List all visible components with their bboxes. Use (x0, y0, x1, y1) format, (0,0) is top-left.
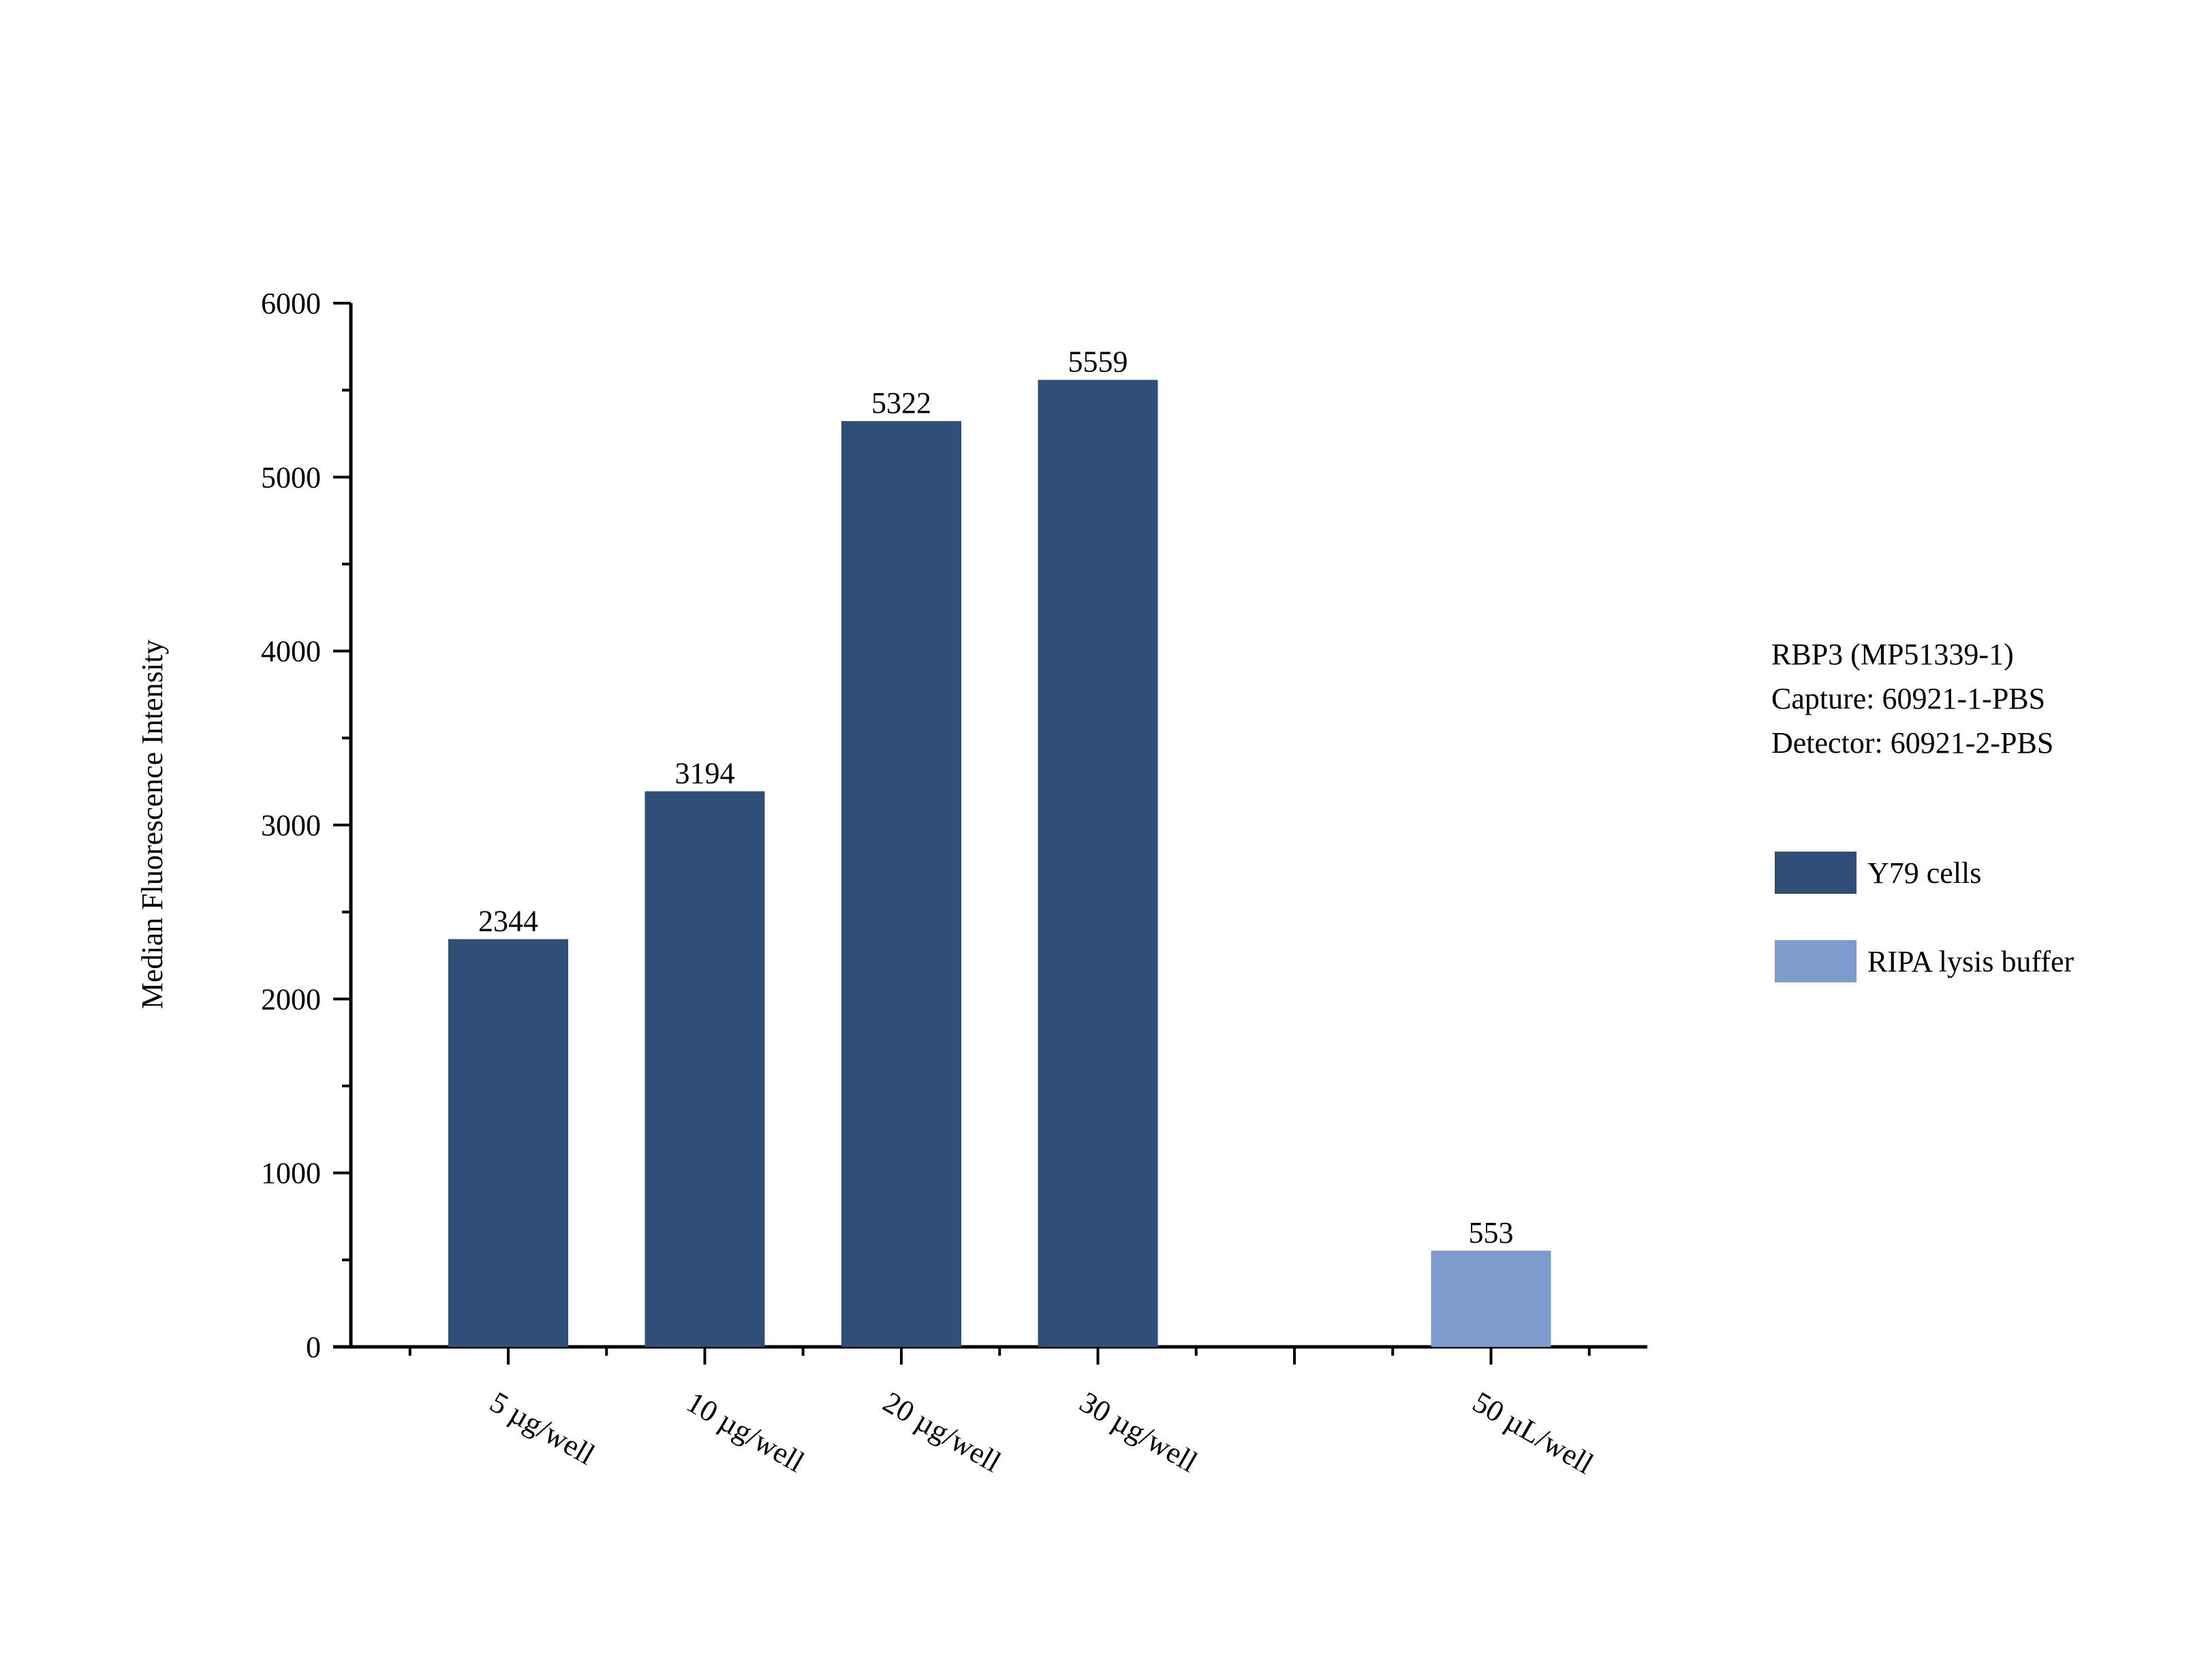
bars (448, 379, 1551, 1348)
x-tick-label: 30 µg/well (1074, 1385, 1203, 1479)
legend-swatch (1775, 940, 1856, 982)
info-capture: Capture: 60921-1-PBS (1771, 682, 2045, 715)
y-tick-label: 4000 (261, 635, 321, 668)
info-block: RBP3 (MP51339-1) Capture: 60921-1-PBS De… (1771, 638, 2053, 760)
data-label: 5559 (1068, 345, 1128, 379)
legend: Y79 cells RIPA lysis buffer (1775, 852, 2075, 982)
y-tick-label: 6000 (261, 287, 321, 320)
data-label: 2344 (478, 904, 538, 937)
legend-label: RIPA lysis buffer (1867, 945, 2075, 978)
y-tick-label: 1000 (261, 1157, 321, 1190)
x-tick-label: 20 µg/well (877, 1385, 1006, 1479)
bar (448, 939, 568, 1347)
y-axis-title-group: Median Fluorescence Intensity (136, 640, 169, 1010)
legend-label: Y79 cells (1867, 856, 1981, 890)
y-tick-label: 3000 (261, 809, 321, 842)
y-axis-title: Median Fluorescence Intensity (136, 640, 169, 1010)
y-tick-label: 0 (306, 1331, 321, 1364)
info-title: RBP3 (MP51339-1) (1771, 638, 2014, 671)
data-label: 553 (1469, 1216, 1514, 1249)
bar (1431, 1250, 1551, 1347)
data-label: 3194 (675, 756, 735, 790)
y-tick-label: 5000 (261, 461, 321, 494)
bar (644, 791, 765, 1347)
x-tick-label: 50 µL/well (1467, 1385, 1600, 1480)
x-tick-label: 5 µg/well (484, 1385, 600, 1472)
bar (841, 421, 961, 1348)
bar (1038, 379, 1158, 1347)
legend-swatch (1775, 852, 1856, 894)
data-label: 5322 (871, 386, 931, 420)
info-detector: Detector: 60921-2-PBS (1771, 726, 2053, 760)
x-tick-label: 10 µg/well (681, 1385, 810, 1479)
y-tick-label: 2000 (261, 982, 321, 1016)
